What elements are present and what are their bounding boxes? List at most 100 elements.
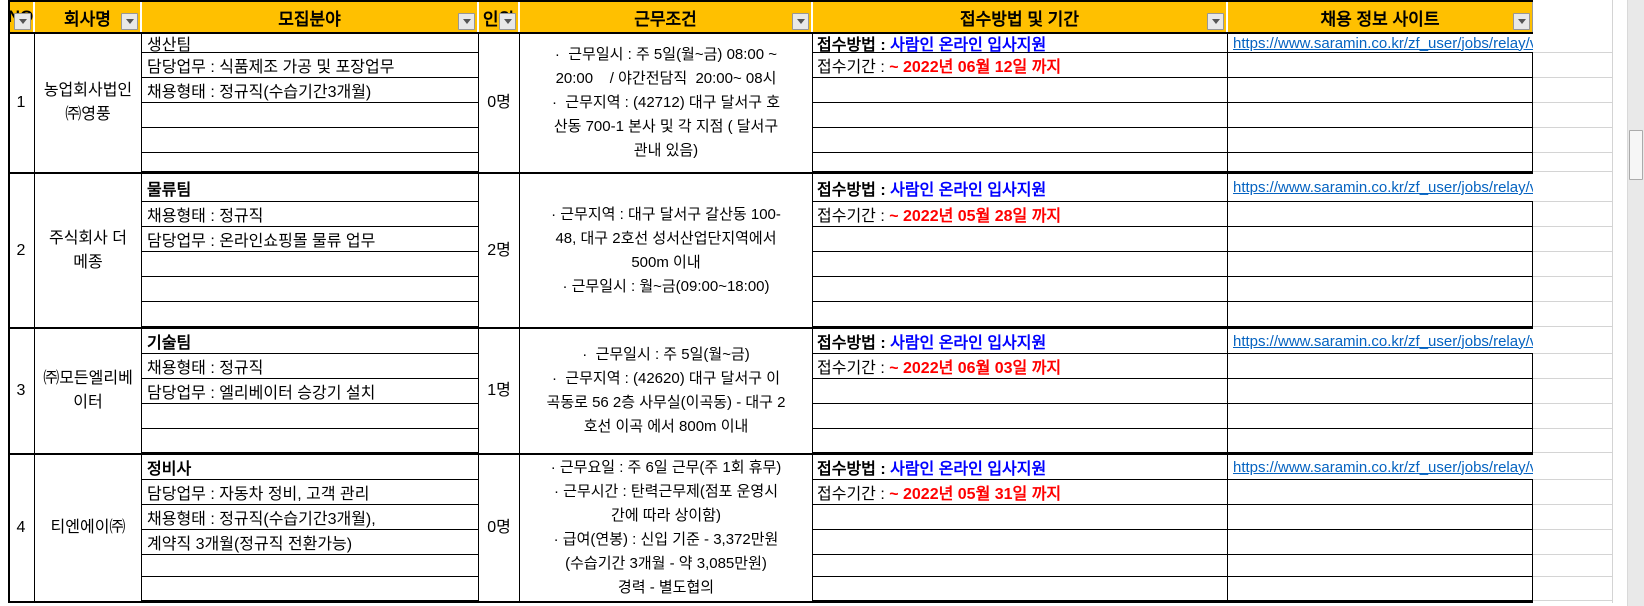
job-posting-link[interactable]: https://www.saramin.co.kr/zf_user/jobs/r…	[1233, 179, 1569, 196]
field-cell: 물류팀	[142, 174, 479, 202]
apply-method-label: 접수방법 :	[817, 37, 891, 53]
field-cell	[142, 404, 479, 429]
gridline-cell	[1533, 277, 1613, 302]
no-cell: 3	[8, 329, 35, 453]
vertical-scrollbar[interactable]	[1627, 0, 1644, 606]
empty-cell	[813, 78, 1228, 103]
gridline-cell	[1533, 53, 1613, 78]
filter-button-company[interactable]	[121, 13, 138, 30]
empty-cell	[1228, 379, 1533, 404]
company-cell: 티엔에이㈜	[35, 455, 142, 601]
apply-period-label: 접수기간 :	[817, 360, 890, 377]
apply-method-cell: 접수방법 : 사람인 온라인 입사지원	[813, 455, 1228, 480]
empty-cell	[813, 379, 1228, 404]
job-row-3: 3 ㈜모든엘리베 이터 기술팀 채용형태 : 정규직 담당업무 : 엘리베이터 …	[8, 329, 1613, 453]
empty-cell	[1228, 103, 1533, 128]
empty-cell	[813, 277, 1228, 302]
header-site-label: 채용 정보 사이트	[1320, 9, 1440, 29]
empty-cell	[1228, 555, 1533, 577]
site-link-cell: https://www.saramin.co.kr/zf_user/jobs/r…	[1228, 329, 1568, 354]
header-field: 모집분야	[142, 2, 479, 32]
gridline-cell	[1533, 34, 1613, 53]
filter-button-no[interactable]	[14, 13, 31, 30]
apply-period-cell: 접수기간 : ~ 2022년 05월 28일 까지	[813, 202, 1228, 227]
header-company-label: 회사명	[64, 9, 111, 29]
field-cell: 채용형태 : 정규직	[142, 354, 479, 379]
apply-period-cell: 접수기간 : ~ 2022년 05월 31일 까지	[813, 480, 1228, 505]
gridline-cell	[1533, 404, 1613, 429]
row-separator	[8, 172, 1533, 174]
filter-button-conditions[interactable]	[792, 13, 809, 30]
empty-cell	[1228, 530, 1533, 555]
row-separator	[8, 327, 1533, 329]
gridline-cell	[1533, 329, 1613, 354]
no-cell: 1	[8, 34, 35, 172]
company-cell: 주식회사 더 메종	[35, 174, 142, 327]
gridline-cell	[1533, 455, 1613, 480]
apply-period-value: ~ 2022년 06월 12일 까지	[889, 59, 1062, 76]
empty-cell	[1228, 302, 1533, 327]
empty-cell	[813, 103, 1228, 128]
empty-cell	[1228, 252, 1533, 277]
job-posting-link[interactable]: https://www.saramin.co.kr/zf_user/jobs/r…	[1233, 332, 1569, 350]
field-cell: 담당업무 : 자동차 정비, 고객 관리	[142, 480, 479, 505]
filter-button-field[interactable]	[458, 13, 475, 30]
gridline-cell	[1533, 354, 1613, 379]
no-cell: 4	[8, 455, 35, 601]
job-posting-link[interactable]: https://www.saramin.co.kr/zf_user/jobs/r…	[1233, 34, 1569, 52]
chevron-down-icon	[462, 19, 471, 24]
field-cell	[142, 577, 479, 601]
header-field-label: 모집분야	[278, 9, 341, 29]
apply-period-label: 접수기간 :	[817, 59, 890, 76]
gridline-cell	[1533, 429, 1613, 453]
site-link-cell: https://www.saramin.co.kr/zf_user/jobs/r…	[1228, 34, 1568, 53]
filter-button-apply[interactable]	[1207, 13, 1224, 30]
empty-cell	[1228, 78, 1533, 103]
site-link-cell: https://www.saramin.co.kr/zf_user/jobs/r…	[1228, 455, 1568, 480]
job-posting-link[interactable]: https://www.saramin.co.kr/zf_user/jobs/r…	[1233, 458, 1569, 476]
apply-method-label: 접수방법 :	[817, 461, 891, 478]
header-conditions: 근무조건	[520, 2, 813, 32]
empty-cell	[1228, 354, 1533, 379]
chevron-down-icon	[796, 19, 805, 24]
field-cell	[142, 429, 479, 453]
header-apply-label: 접수방법 및 기간	[960, 9, 1079, 29]
empty-cell	[813, 227, 1228, 252]
empty-cell	[1228, 404, 1533, 429]
gridline-cell	[1533, 480, 1613, 505]
field-cell	[142, 555, 479, 577]
field-cell: 담당업무 : 식품제조 가공 및 포장업무	[142, 53, 479, 78]
apply-period-value: ~ 2022년 05월 31일 까지	[889, 486, 1062, 503]
empty-cell	[813, 577, 1228, 601]
table-bottom-border	[8, 601, 1533, 603]
scrollbar-thumb[interactable]	[1629, 130, 1643, 180]
field-cell	[142, 277, 479, 302]
filter-button-site[interactable]	[1513, 13, 1530, 30]
apply-method-cell: 접수방법 : 사람인 온라인 입사지원	[813, 34, 1228, 53]
empty-cell	[813, 153, 1228, 172]
apply-method-cell: 접수방법 : 사람인 온라인 입사지원	[813, 174, 1228, 202]
empty-cell	[813, 128, 1228, 153]
gridline-cell	[1533, 128, 1613, 153]
apply-method-value: 사람인 온라인 입사지원	[890, 335, 1047, 352]
conditions-cell: · 근무지역 : 대구 달서구 갈산동 100- 48, 대구 2호선 성서산업…	[520, 174, 813, 327]
field-cell	[142, 252, 479, 277]
field-cell: 계약직 3개월(정규직 전환가능)	[142, 530, 479, 555]
header-no: NO	[8, 2, 35, 32]
field-cell: 채용형태 : 정규직(수습기간3개월),	[142, 505, 479, 530]
apply-method-label: 접수방법 :	[817, 335, 891, 352]
no-cell: 2	[8, 174, 35, 327]
chevron-down-icon	[18, 19, 27, 24]
empty-cell	[1228, 577, 1533, 601]
empty-cell	[813, 302, 1228, 327]
table-left-border	[8, 0, 10, 603]
header-company: 회사명	[35, 2, 142, 32]
empty-cell	[813, 555, 1228, 577]
gridline-cell	[1533, 252, 1613, 277]
filter-button-headcount[interactable]	[499, 13, 516, 30]
header-headcount: 인원	[479, 2, 520, 32]
apply-period-cell: 접수기간 : ~ 2022년 06월 03일 까지	[813, 354, 1228, 379]
empty-cell	[1228, 277, 1533, 302]
gridline-cell	[1533, 202, 1613, 227]
empty-cell	[1228, 505, 1533, 530]
